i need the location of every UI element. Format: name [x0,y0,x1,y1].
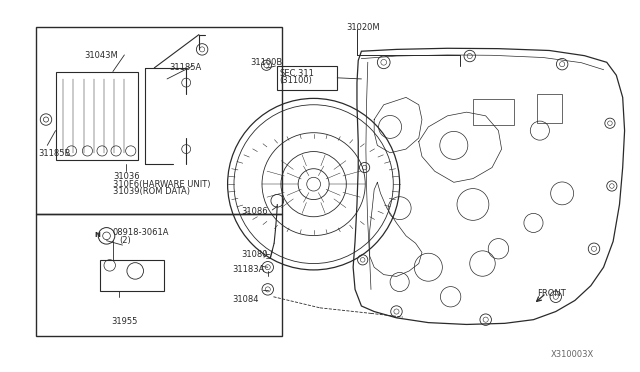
Bar [537,94,562,123]
Text: FRONT: FRONT [537,289,565,298]
Bar [56,71,138,160]
Text: 310F6(HARWARE UNIT): 310F6(HARWARE UNIT) [113,180,211,189]
Text: 31039(ROM DATA): 31039(ROM DATA) [113,187,190,196]
Text: 31100B: 31100B [250,58,282,67]
Text: 31084: 31084 [232,295,259,304]
Text: 31080: 31080 [241,250,268,259]
Bar [36,27,282,214]
Text: 31955: 31955 [111,317,138,326]
Text: 31086: 31086 [241,208,268,217]
Bar [100,260,164,291]
Text: (31100): (31100) [279,76,312,85]
Text: 31020M: 31020M [347,23,380,32]
Text: 31043M: 31043M [84,51,118,60]
Bar [473,99,515,125]
Text: 31185B: 31185B [38,149,71,158]
Text: 31183A: 31183A [232,264,264,274]
Text: 31036: 31036 [113,172,140,181]
Text: 31185A: 31185A [169,63,201,72]
Bar [36,214,282,336]
Bar [276,66,337,90]
Text: SEC.311: SEC.311 [279,68,314,78]
Text: 08918-3061A: 08918-3061A [113,228,170,237]
Text: (2): (2) [119,236,131,245]
Text: N: N [95,232,100,238]
Text: X310003X: X310003X [550,350,594,359]
